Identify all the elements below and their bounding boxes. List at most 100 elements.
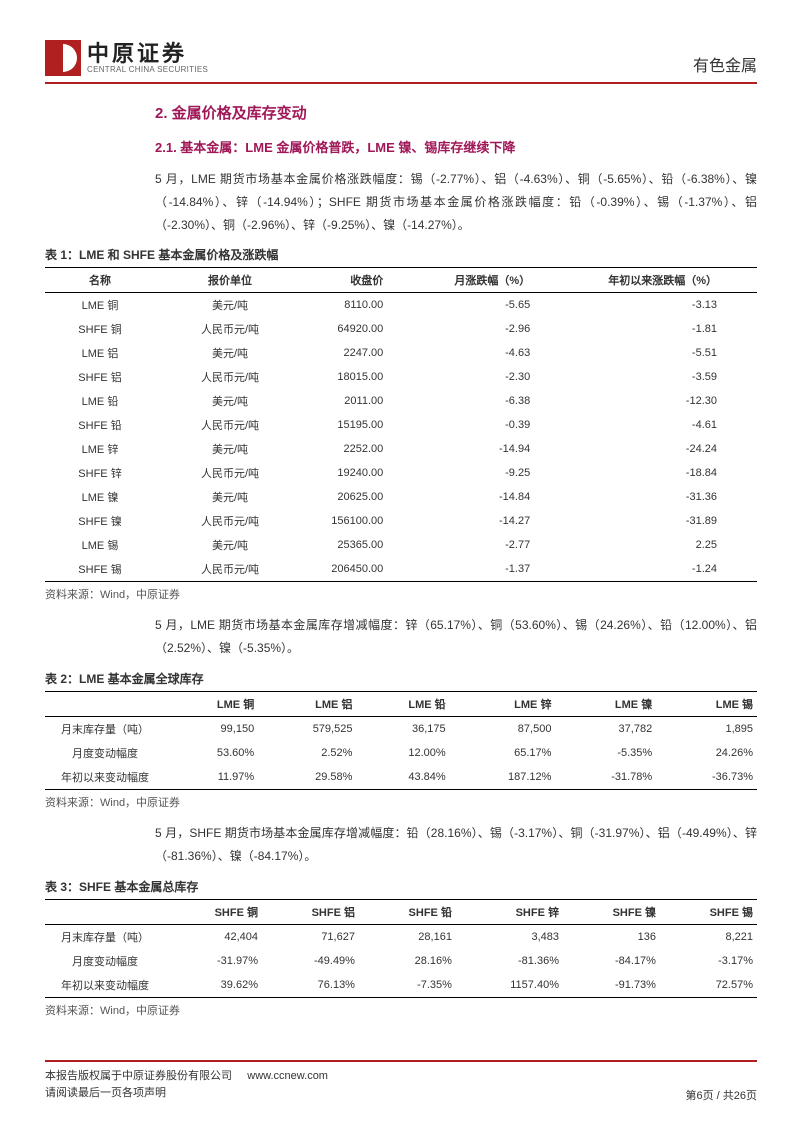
table-cell: LME 铝 bbox=[45, 341, 155, 365]
table-cell: -49.49% bbox=[262, 949, 359, 973]
table-prices: 名称报价单位收盘价月涨跌幅（%）年初以来涨跌幅（%） LME 铜美元/吨8110… bbox=[45, 267, 757, 582]
table-cell: 18015.00 bbox=[305, 365, 423, 389]
table-cell: 1,895 bbox=[656, 716, 757, 741]
table-cell: SHFE 铝 bbox=[45, 365, 155, 389]
table-cell: -2.30 bbox=[423, 365, 570, 389]
table-cell: LME 锡 bbox=[45, 533, 155, 557]
table-cell: -9.25 bbox=[423, 461, 570, 485]
table-row: 月末库存量（吨）99,150579,52536,17587,50037,7821… bbox=[45, 716, 757, 741]
page-footer: 本报告版权属于中原证券股份有限公司 www.ccnew.com 请阅读最后一页各… bbox=[45, 1060, 757, 1103]
table-cell: 年初以来变动幅度 bbox=[45, 973, 165, 998]
table-cell: -14.27 bbox=[423, 509, 570, 533]
table-row: LME 锌美元/吨2252.00-14.94-24.24 bbox=[45, 437, 757, 461]
table-cell: -4.61 bbox=[570, 413, 757, 437]
table-col-header: LME 锌 bbox=[450, 691, 556, 716]
table-cell: 1157.40% bbox=[456, 973, 563, 998]
table-cell: 人民币元/吨 bbox=[155, 557, 305, 582]
table1-title: 表 1：LME 和 SHFE 基本金属价格及涨跌幅 bbox=[45, 246, 757, 263]
table-col-header bbox=[45, 899, 165, 924]
table2-source: 资料来源：Wind，中原证券 bbox=[45, 794, 757, 810]
table-row: LME 镍美元/吨20625.00-14.84-31.36 bbox=[45, 485, 757, 509]
table1-col-header: 报价单位 bbox=[155, 268, 305, 293]
table-cell: 月末库存量（吨） bbox=[45, 924, 165, 949]
table-cell: 28,161 bbox=[359, 924, 456, 949]
table-cell: 月度变动幅度 bbox=[45, 949, 165, 973]
table-cell: 美元/吨 bbox=[155, 485, 305, 509]
table-cell: 187.12% bbox=[450, 765, 556, 790]
table-cell: -6.38 bbox=[423, 389, 570, 413]
table-cell: 87,500 bbox=[450, 716, 556, 741]
table1-col-header: 收盘价 bbox=[305, 268, 423, 293]
table-cell: 29.58% bbox=[258, 765, 356, 790]
table-cell: 3,483 bbox=[456, 924, 563, 949]
table-row: SHFE 铅人民币元/吨15195.00-0.39-4.61 bbox=[45, 413, 757, 437]
table-cell: 25365.00 bbox=[305, 533, 423, 557]
table-row: SHFE 锌人民币元/吨19240.00-9.25-18.84 bbox=[45, 461, 757, 485]
table-col-header: SHFE 锌 bbox=[456, 899, 563, 924]
table-cell: LME 铅 bbox=[45, 389, 155, 413]
table-row: SHFE 镍人民币元/吨156100.00-14.27-31.89 bbox=[45, 509, 757, 533]
table-cell: 19240.00 bbox=[305, 461, 423, 485]
table1-col-header: 月涨跌幅（%） bbox=[423, 268, 570, 293]
table-cell: 72.57% bbox=[660, 973, 757, 998]
table-cell: LME 铜 bbox=[45, 293, 155, 318]
table-cell: 76.13% bbox=[262, 973, 359, 998]
table-cell: -1.24 bbox=[570, 557, 757, 582]
table-col-header: LME 铜 bbox=[165, 691, 258, 716]
table-lme-inventory: LME 铜LME 铝LME 铅LME 锌LME 镍LME 锡 月末库存量（吨）9… bbox=[45, 691, 757, 790]
table-cell: -31.97% bbox=[165, 949, 262, 973]
table-cell: 2011.00 bbox=[305, 389, 423, 413]
table1-source: 资料来源：Wind，中原证券 bbox=[45, 586, 757, 602]
table-cell: LME 锌 bbox=[45, 437, 155, 461]
table-col-header: LME 锡 bbox=[656, 691, 757, 716]
table-cell: -5.65 bbox=[423, 293, 570, 318]
table-cell: 24.26% bbox=[656, 741, 757, 765]
table-col-header: LME 镍 bbox=[555, 691, 656, 716]
logo-cn: 中原证券 bbox=[87, 42, 208, 66]
table-cell: -31.89 bbox=[570, 509, 757, 533]
table-cell: 2247.00 bbox=[305, 341, 423, 365]
table-cell: 美元/吨 bbox=[155, 389, 305, 413]
table-cell: -1.81 bbox=[570, 317, 757, 341]
table-row: 月度变动幅度-31.97%-49.49%28.16%-81.36%-84.17%… bbox=[45, 949, 757, 973]
table-cell: -31.78% bbox=[555, 765, 656, 790]
table-cell: 人民币元/吨 bbox=[155, 509, 305, 533]
company-logo: 中原证券 CENTRAL CHINA SECURITIES bbox=[45, 40, 208, 76]
table-cell: -5.35% bbox=[555, 741, 656, 765]
table-cell: 64920.00 bbox=[305, 317, 423, 341]
table-cell: -36.73% bbox=[656, 765, 757, 790]
paragraph-3: 5 月，SHFE 期货市场基本金属库存增减幅度：铅（28.16%）、锡（-3.1… bbox=[155, 822, 757, 868]
table-cell: -14.84 bbox=[423, 485, 570, 509]
table-cell: 2.25 bbox=[570, 533, 757, 557]
table3-title: 表 3：SHFE 基本金属总库存 bbox=[45, 878, 757, 895]
table-cell: -5.51 bbox=[570, 341, 757, 365]
table-cell: 8,221 bbox=[660, 924, 757, 949]
table-cell: 71,627 bbox=[262, 924, 359, 949]
table-cell: 人民币元/吨 bbox=[155, 317, 305, 341]
table-cell: 美元/吨 bbox=[155, 437, 305, 461]
table-cell: -1.37 bbox=[423, 557, 570, 582]
table-cell: 28.16% bbox=[359, 949, 456, 973]
table-cell: SHFE 铜 bbox=[45, 317, 155, 341]
table-row: LME 铜美元/吨8110.00-5.65-3.13 bbox=[45, 293, 757, 318]
paragraph-1: 5 月，LME 期货市场基本金属价格涨跌幅度：锡（-2.77%）、铝（-4.63… bbox=[155, 168, 757, 236]
table-cell: -3.59 bbox=[570, 365, 757, 389]
table-cell: 37,782 bbox=[555, 716, 656, 741]
table-cell: -14.94 bbox=[423, 437, 570, 461]
table1-col-header: 年初以来涨跌幅（%） bbox=[570, 268, 757, 293]
table-cell: 39.62% bbox=[165, 973, 262, 998]
table-cell: 136 bbox=[563, 924, 660, 949]
footer-page: 第6页 / 共26页 bbox=[685, 1087, 757, 1103]
logo-icon bbox=[45, 40, 81, 76]
table-cell: LME 镍 bbox=[45, 485, 155, 509]
table-row: 年初以来变动幅度11.97%29.58%43.84%187.12%-31.78%… bbox=[45, 765, 757, 790]
table-col-header bbox=[45, 691, 165, 716]
table-cell: 美元/吨 bbox=[155, 533, 305, 557]
table-col-header: LME 铅 bbox=[356, 691, 449, 716]
table-row: 月末库存量（吨）42,40471,62728,1613,4831368,221 bbox=[45, 924, 757, 949]
table-col-header: SHFE 镍 bbox=[563, 899, 660, 924]
table-row: SHFE 铝人民币元/吨18015.00-2.30-3.59 bbox=[45, 365, 757, 389]
table-row: SHFE 铜人民币元/吨64920.00-2.96-1.81 bbox=[45, 317, 757, 341]
table-cell: 156100.00 bbox=[305, 509, 423, 533]
table-row: LME 锡美元/吨25365.00-2.772.25 bbox=[45, 533, 757, 557]
